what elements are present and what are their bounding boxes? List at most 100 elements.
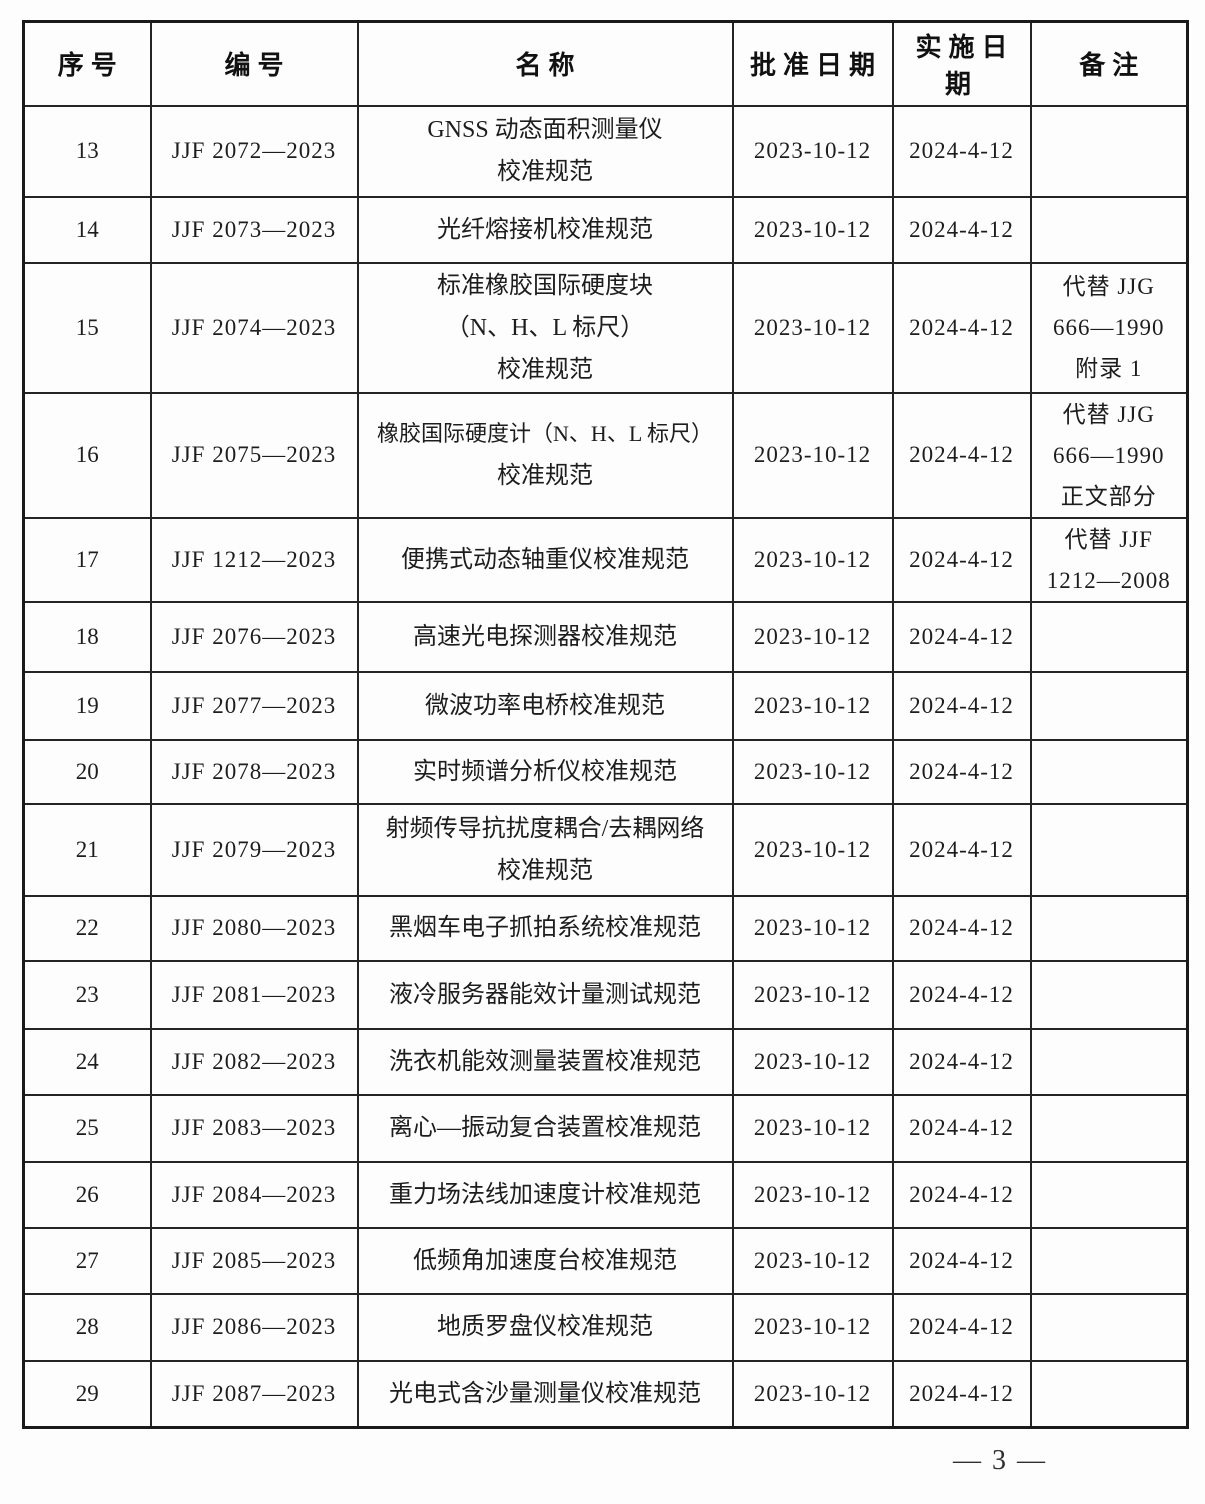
impl-date-cell: 2024-4-12	[891, 670, 1032, 741]
header-row: 序号 编号 名称 批准日期 实施日期 备注	[22, 20, 1189, 107]
seq-cell: 14	[22, 195, 152, 264]
header-code: 编号	[149, 20, 359, 107]
approval-date-cell: 2023-10-12	[731, 959, 894, 1030]
name-line: 洗衣机能效测量装置校准规范	[389, 1048, 701, 1075]
name-line: 校准规范	[497, 463, 593, 489]
table-row: 18 JJF 2076—2023 高速光电探测器校准规范 2023-10-12 2024…	[22, 600, 1189, 673]
seq-cell: 15	[22, 261, 152, 394]
impl-date-cell: 2024-4-12	[891, 516, 1032, 603]
remark-line: 1212—2008	[1046, 567, 1171, 593]
table-row: 16 JJF 2075—2023 橡胶国际硬度计（N、H、L 标尺） 校准规范 2023…	[22, 391, 1189, 519]
code-cell: JJF 2078—2023	[149, 738, 359, 805]
seq-cell: 22	[22, 894, 152, 962]
remarks-cell: 代替 JJG 666—1990 正文部分	[1029, 391, 1189, 519]
remarks-cell	[1029, 1359, 1189, 1429]
seq-cell: 23	[22, 959, 152, 1030]
approval-date-cell: 2023-10-12	[731, 1292, 894, 1362]
code-cell: JJF 2076—2023	[149, 600, 359, 673]
remarks-cell	[1029, 1160, 1189, 1229]
impl-date-cell: 2024-4-12	[891, 600, 1032, 673]
seq-cell: 19	[22, 670, 152, 741]
table-row: 25 JJF 2083—2023 离心—振动复合装置校准规范 2023-10-12 20…	[22, 1093, 1189, 1163]
code-cell: JJF 2085—2023	[149, 1226, 359, 1295]
remarks-cell	[1029, 1093, 1189, 1163]
approval-date-cell: 2023-10-12	[731, 802, 894, 897]
name-line: 实时频谱分析仪校准规范	[413, 758, 677, 785]
table-row: 19 JJF 2077—2023 微波功率电桥校准规范 2023-10-12 2024-…	[22, 670, 1189, 741]
name-line: 离心—振动复合装置校准规范	[389, 1115, 701, 1141]
header-impl-date: 实施日期	[891, 20, 1032, 107]
name-cell: 高速光电探测器校准规范	[356, 600, 734, 673]
table-row: 21 JJF 2079—2023 射频传导抗扰度耦合/去耦网络 校准规范 2023-10…	[22, 802, 1189, 897]
impl-date-cell: 2024-4-12	[891, 802, 1032, 897]
approval-date-cell: 2023-10-12	[731, 195, 894, 264]
impl-date-cell: 2024-4-12	[891, 959, 1032, 1030]
impl-date-cell: 2024-4-12	[891, 261, 1032, 394]
code-cell: JJF 2079—2023	[149, 802, 359, 897]
code-cell: JJF 2082—2023	[149, 1027, 359, 1096]
remarks-cell	[1029, 104, 1189, 198]
impl-date-cell: 2024-4-12	[891, 195, 1032, 264]
code-cell: JJF 2073—2023	[149, 195, 359, 264]
name-line: 标准橡胶国际硬度块	[437, 272, 653, 299]
name-line: 光电式含沙量测量仪校准规范	[389, 1380, 701, 1407]
impl-date-cell: 2024-4-12	[891, 894, 1032, 962]
table-row: 28 JJF 2086—2023 地质罗盘仪校准规范 2023-10-12 2024-4…	[22, 1292, 1189, 1362]
name-cell: 低频角加速度台校准规范	[356, 1226, 734, 1295]
name-line: 地质罗盘仪校准规范	[437, 1314, 653, 1340]
code-cell: JJF 2086—2023	[149, 1292, 359, 1362]
approval-date-cell: 2023-10-12	[731, 1093, 894, 1163]
table-row: 23 JJF 2081—2023 液冷服务器能效计量测试规范 2023-10-12 20…	[22, 959, 1189, 1030]
table-row: 13 JJF 2072—2023 GNSS 动态面积测量仪 校准规范 2023-10-1…	[22, 104, 1189, 198]
remark-line: 正文部分	[1060, 483, 1157, 509]
seq-cell: 28	[22, 1292, 152, 1362]
header-name: 名称	[356, 20, 734, 107]
seq-cell: 25	[22, 1093, 152, 1163]
name-line: 便携式动态轴重仪校准规范	[401, 546, 689, 573]
table-body: 13 JJF 2072—2023 GNSS 动态面积测量仪 校准规范 2023-10-1…	[22, 104, 1189, 1429]
code-cell: JJF 2072—2023	[149, 104, 359, 198]
impl-date-cell: 2024-4-12	[891, 104, 1032, 198]
name-line: 高速光电探测器校准规范	[413, 623, 677, 650]
remarks-cell	[1029, 600, 1189, 673]
code-cell: JJF 1212—2023	[149, 516, 359, 603]
table-row: 17 JJF 1212—2023 便携式动态轴重仪校准规范 2023-10-12 202…	[22, 516, 1189, 603]
remarks-cell	[1029, 894, 1189, 962]
approval-date-cell: 2023-10-12	[731, 104, 894, 198]
remarks-cell: 代替 JJG 666—1990 附录 1	[1029, 261, 1189, 394]
approval-date-cell: 2023-10-12	[731, 391, 894, 519]
name-cell: 液冷服务器能效计量测试规范	[356, 959, 734, 1030]
remark-line: 666—1990	[1053, 442, 1165, 468]
seq-cell: 27	[22, 1226, 152, 1295]
header-seq: 序号	[22, 20, 152, 107]
name-cell: 射频传导抗扰度耦合/去耦网络 校准规范	[356, 802, 734, 897]
remarks-cell	[1029, 1027, 1189, 1096]
code-cell: JJF 2084—2023	[149, 1160, 359, 1229]
remarks-cell	[1029, 802, 1189, 897]
table-row: 29 JJF 2087—2023 光电式含沙量测量仪校准规范 2023-10-12 20…	[22, 1359, 1189, 1429]
table-row: 27 JJF 2085—2023 低频角加速度台校准规范 2023-10-12 2024…	[22, 1226, 1189, 1295]
code-cell: JJF 2087—2023	[149, 1359, 359, 1429]
name-line: 光纤熔接机校准规范	[437, 216, 653, 243]
seq-cell: 16	[22, 391, 152, 519]
seq-cell: 20	[22, 738, 152, 805]
approval-date-cell: 2023-10-12	[731, 1226, 894, 1295]
seq-cell: 18	[22, 600, 152, 673]
impl-date-cell: 2024-4-12	[891, 1226, 1032, 1295]
table-row: 26 JJF 2084—2023 重力场法线加速度计校准规范 2023-10-12 20…	[22, 1160, 1189, 1229]
remarks-cell	[1029, 1226, 1189, 1295]
code-cell: JJF 2080—2023	[149, 894, 359, 962]
name-cell: 离心—振动复合装置校准规范	[356, 1093, 734, 1163]
code-cell: JJF 2077—2023	[149, 670, 359, 741]
name-line: GNSS 动态面积测量仪	[427, 117, 663, 143]
name-cell: GNSS 动态面积测量仪 校准规范	[356, 104, 734, 198]
name-line: 校准规范	[497, 356, 593, 383]
name-cell: 微波功率电桥校准规范	[356, 670, 734, 741]
remark-line: 代替 JJG	[1062, 401, 1155, 427]
table-header: 序号 编号 名称 批准日期 实施日期 备注	[22, 20, 1189, 107]
approval-date-cell: 2023-10-12	[731, 600, 894, 673]
table-row: 22 JJF 2080—2023 黑烟车电子抓拍系统校准规范 2023-10-12 20…	[22, 894, 1189, 962]
remarks-cell	[1029, 670, 1189, 741]
remarks-cell	[1029, 738, 1189, 805]
